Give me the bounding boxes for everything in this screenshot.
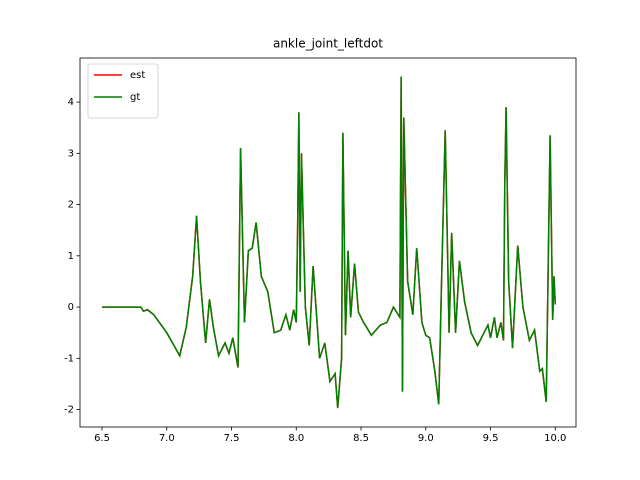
y-tick-label: 4 — [68, 97, 74, 108]
x-tick-label: 6.5 — [94, 433, 110, 444]
x-tick-label: 8.5 — [353, 433, 369, 444]
axes-frame — [79, 57, 577, 428]
x-tick-label: 9.5 — [483, 433, 499, 444]
y-tick-label: 1 — [68, 251, 74, 262]
series-line — [102, 76, 557, 409]
x-tick-label: 7.5 — [224, 433, 240, 444]
y-tick-label: -2 — [64, 405, 74, 416]
legend-label: est — [130, 70, 145, 81]
chart-title: ankle_joint_leftdot — [273, 37, 383, 51]
y-tick-label: 3 — [68, 148, 74, 159]
y-tick-label: 0 — [68, 302, 74, 313]
x-tick-label: 10.0 — [544, 433, 566, 444]
x-tick-label: 7.0 — [159, 433, 175, 444]
x-tick-label: 9.0 — [418, 433, 434, 444]
legend-label: gt — [130, 92, 140, 103]
y-tick-label: 2 — [68, 200, 74, 211]
y-tick-label: -1 — [64, 353, 74, 364]
legend-box — [87, 63, 159, 119]
x-tick-label: 8.0 — [288, 433, 304, 444]
